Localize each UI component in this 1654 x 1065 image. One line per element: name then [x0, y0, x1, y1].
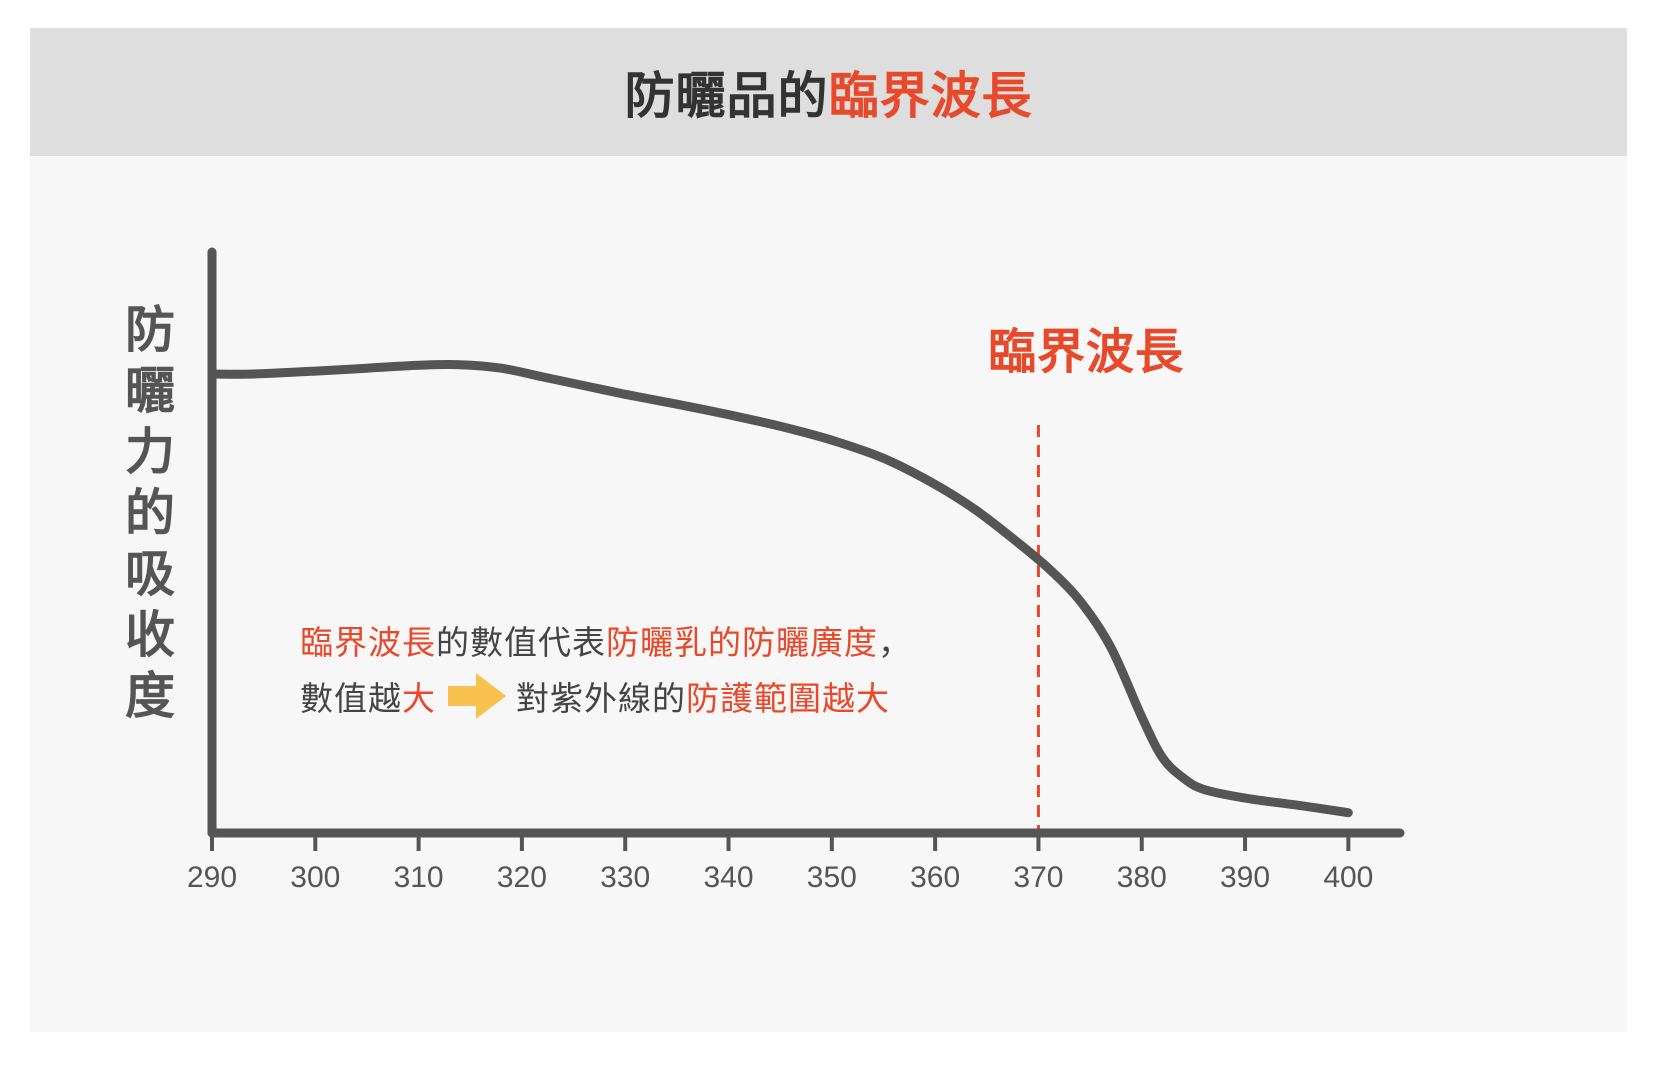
- x-tick-labels: 290 300 310 320 330 340 350 360 370 380 390 400: [187, 833, 1373, 894]
- x-tick-label: 390: [1220, 861, 1270, 894]
- note1-b: 的數值代表: [436, 623, 606, 662]
- x-tick-label: 400: [1323, 861, 1373, 894]
- chart-title: 防曬品的臨界波長: [625, 56, 1033, 128]
- x-tick-label: 320: [497, 861, 547, 894]
- title-part1: 防曬品的: [624, 67, 829, 125]
- x-tick-label: 370: [1013, 861, 1063, 894]
- title-bar: 防曬品的臨界波長: [30, 28, 1627, 156]
- x-tick-label: 360: [910, 861, 960, 894]
- note1-c: 防曬乳的防曬廣度: [606, 623, 878, 662]
- right-arrow-icon: [448, 673, 506, 719]
- y-axis-label: 防曬力的吸收度: [125, 301, 175, 725]
- critical-wavelength-label: 臨界波長: [988, 324, 1185, 380]
- x-tick-label: 350: [807, 861, 857, 894]
- x-tick-label: 330: [600, 861, 650, 894]
- note1-d: ，: [878, 623, 912, 662]
- x-tick-label: 290: [187, 861, 237, 894]
- annotation-line-2: 數值越大 對紫外線的 防護範圍越大: [300, 672, 890, 720]
- annotation-line-1: 臨界波長的數值代表防曬乳的防曬廣度，: [300, 616, 912, 664]
- note2-d: 防護範圍越大: [686, 679, 890, 718]
- title-part2: 臨界波長: [828, 67, 1033, 125]
- chart-panel: [30, 28, 1627, 1032]
- x-tick-label: 380: [1117, 861, 1167, 894]
- x-tick-label: 310: [394, 861, 444, 894]
- note2-a: 數值越: [300, 679, 402, 718]
- series-line: [207, 359, 1353, 818]
- x-tick-label: 340: [703, 861, 753, 894]
- note2-b: 大: [402, 679, 436, 718]
- note2-c: 對紫外線的: [516, 679, 686, 718]
- x-tick-label: 300: [290, 861, 340, 894]
- note1-a: 臨界波長: [300, 623, 436, 662]
